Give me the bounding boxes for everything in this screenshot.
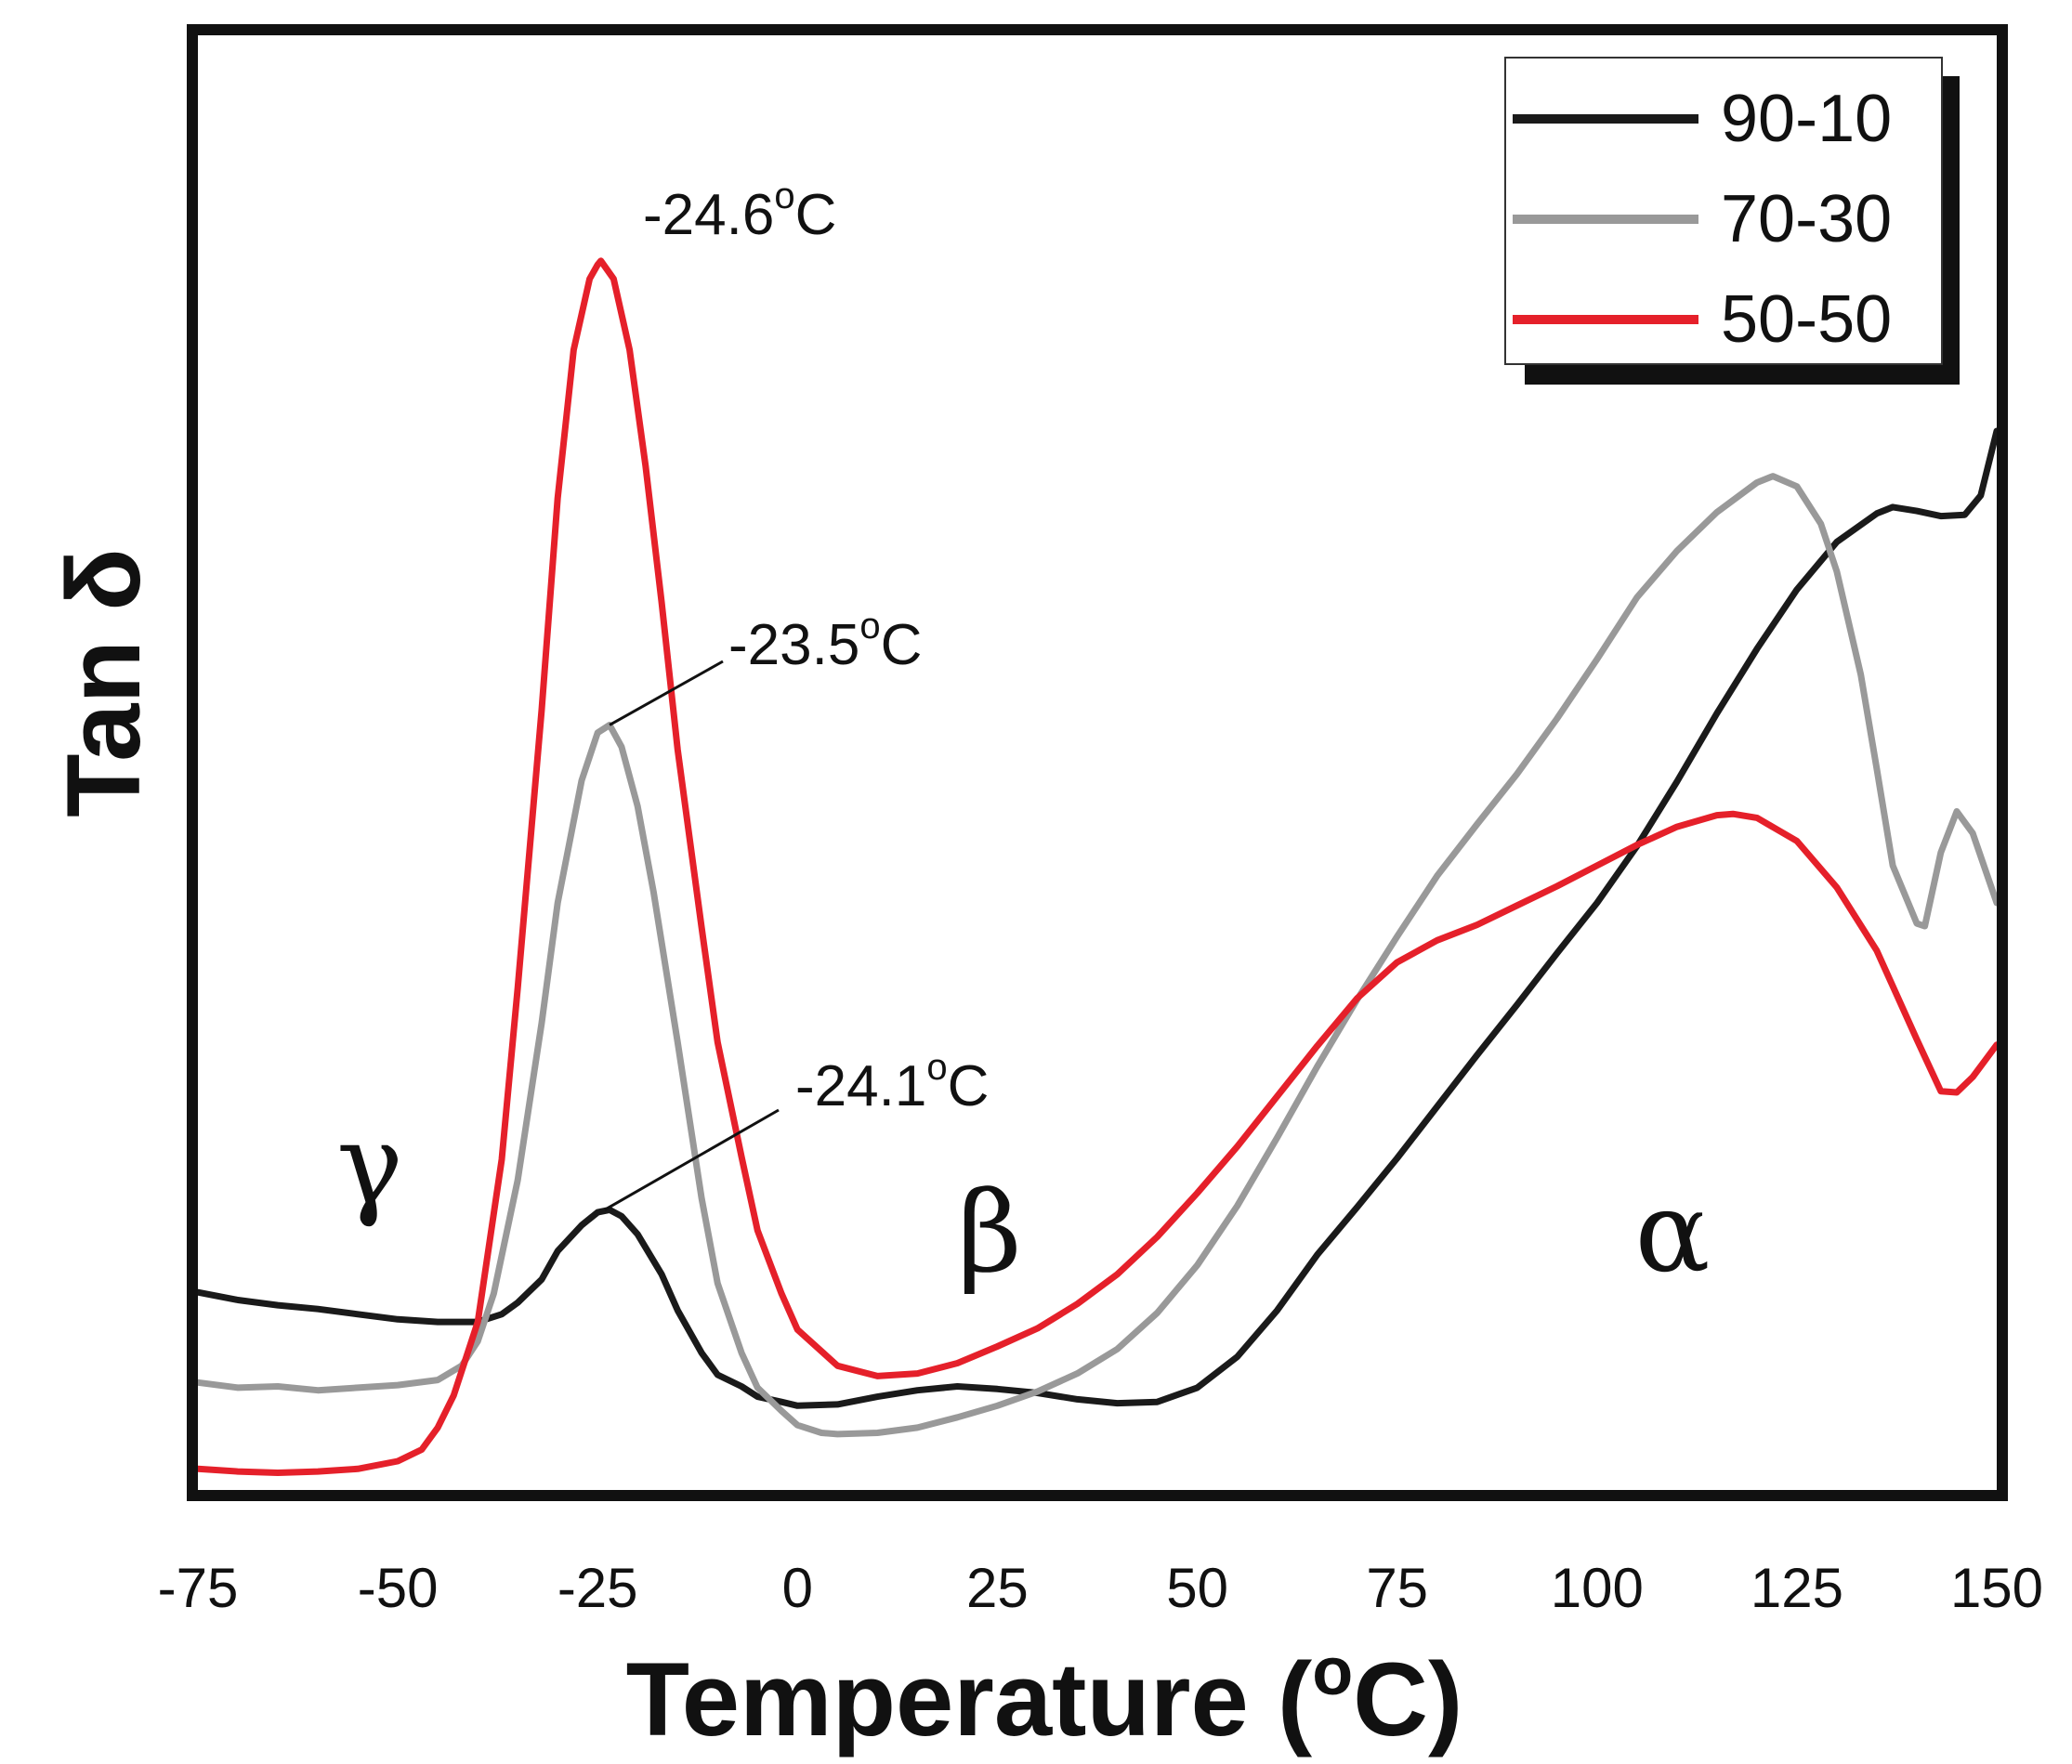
plot-frame: [187, 24, 2008, 1501]
legend-label-90-10: 90-10: [1721, 82, 1892, 156]
x-tick-label: 25: [966, 1557, 1029, 1619]
x-tick-label: -50: [358, 1557, 439, 1619]
annotation-leader-90-10: [604, 1108, 780, 1211]
series-line-90-10: [194, 427, 2000, 1409]
x-tick-label: 0: [782, 1557, 813, 1619]
region-label-beta: β: [957, 1169, 1021, 1298]
x-tick-label: 150: [1950, 1557, 2043, 1619]
region-label-alpha: α: [1634, 1169, 1710, 1298]
annotation-leader-70-30: [609, 660, 724, 726]
x-tick-label: -75: [158, 1557, 239, 1619]
x-tick-label: -25: [557, 1557, 638, 1619]
x-tick-label: 125: [1751, 1557, 1843, 1619]
y-axis-title: Tan δ: [46, 548, 162, 817]
legend-label-50-50: 50-50: [1721, 282, 1892, 357]
legend-box: [1504, 57, 1943, 365]
x-tick-label: 50: [1166, 1557, 1228, 1619]
legend: 90-10 70-30 50-50: [1504, 57, 1960, 385]
series-line-70-30: [194, 473, 2000, 1438]
annotation-peak-70-30: -23.5oC: [728, 606, 922, 677]
x-tick-label: 75: [1366, 1557, 1428, 1619]
x-tick-labels: -75 -50 -25 0 25 50 75 100 125 150: [158, 1557, 2043, 1619]
annotation-peak-50-50: -24.6oC: [643, 176, 836, 247]
annotation-peak-90-10: -24.1oC: [795, 1047, 989, 1118]
region-label-gamma: γ: [336, 1101, 403, 1230]
series-line-50-50: [194, 257, 2000, 1476]
series-layer: [194, 257, 2000, 1476]
x-tick-label: 100: [1551, 1557, 1644, 1619]
x-axis-title: Temperature (oC): [626, 1635, 1463, 1757]
legend-label-70-30: 70-30: [1721, 182, 1892, 256]
